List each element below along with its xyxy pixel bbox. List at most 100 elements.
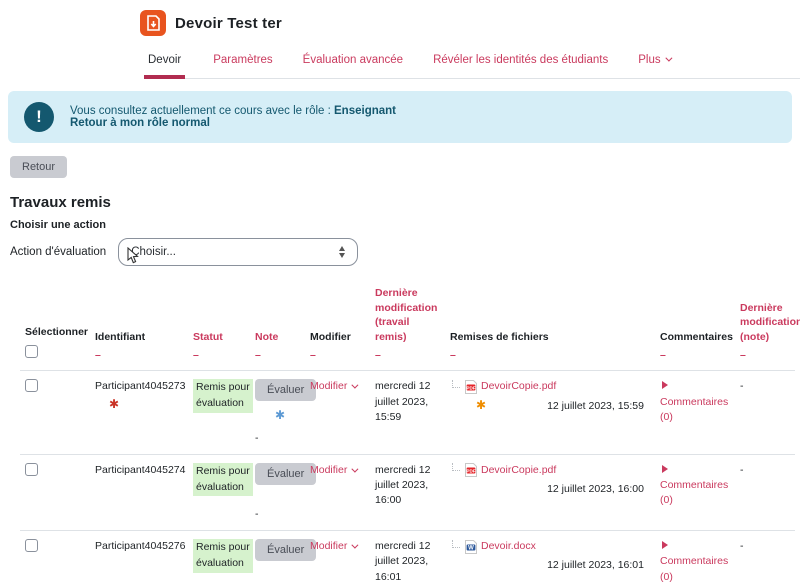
expand-comments-icon[interactable] (662, 541, 668, 550)
grade-cell: Évaluer - (250, 454, 317, 532)
header-statut: Statut – (188, 280, 250, 372)
choose-action-label: Choisir une action (10, 219, 106, 231)
table-row: Participant4045273 ✱ Remis pour évaluati… (20, 370, 795, 455)
pdf-file-icon: PDF (465, 380, 477, 395)
header-commentaires: Commentaires – (655, 280, 735, 372)
return-role-link[interactable]: Retour à mon rôle normal (70, 117, 210, 129)
submission-modified-cell: mercredi 12 juillet 2023, 16:01 (370, 530, 445, 582)
chevron-down-icon (351, 381, 359, 389)
section-title: Travaux remis (10, 194, 111, 211)
grade-cell: Évaluer - (250, 530, 317, 582)
collapse-column-icon[interactable]: – (193, 348, 199, 361)
comments-cell: Commentaires (0) (655, 530, 735, 582)
tab-devoir[interactable]: Devoir (144, 50, 186, 79)
collapse-column-icon[interactable]: – (255, 348, 261, 361)
comments-link[interactable]: Commentaires (0) (660, 479, 729, 507)
edit-menu-link[interactable]: Modifier (310, 380, 359, 392)
edit-menu-link[interactable]: Modifier (310, 464, 359, 476)
tab-evaluation-avancee[interactable]: Évaluation avancée (302, 54, 404, 66)
grade-modified-cell: - (735, 454, 795, 532)
participant-cell: Participant4045273 ✱ (90, 370, 188, 455)
table-header-row: Sélectionner Identifiant – Statut – Note… (20, 280, 800, 372)
grade-button[interactable]: Évaluer (255, 539, 317, 562)
header-note: Note – (250, 280, 305, 372)
status-badge: Remis pour évaluation (193, 462, 253, 497)
header-derniere-modification-note: Dernière modification (note) – (735, 280, 800, 372)
comments-link[interactable]: Commentaires (0) (660, 395, 729, 423)
edit-menu-link[interactable]: Modifier (310, 540, 359, 552)
comments-cell: Commentaires (0) (655, 454, 735, 532)
row-checkbox[interactable] (25, 379, 38, 393)
submission-modified-cell: mercredi 12 juillet 2023, 15:59 (370, 370, 445, 455)
row-checkbox[interactable] (25, 539, 38, 553)
grade-cell: Évaluer ✱ - (250, 370, 317, 455)
tab-parametres[interactable]: Paramètres (213, 54, 273, 66)
grade-button[interactable]: Évaluer (255, 462, 317, 485)
chevron-down-icon (351, 541, 359, 549)
chevron-down-icon (351, 465, 359, 473)
status-badge: Remis pour évaluation (193, 539, 253, 573)
header-select: Sélectionner (20, 280, 90, 372)
file-timestamp: 12 juillet 2023, 16:01 (547, 559, 644, 572)
submitted-file-link[interactable]: DevoirCopie.pdf (481, 463, 557, 476)
pdf-file-icon: PDF (465, 463, 477, 478)
svg-text:PDF: PDF (466, 469, 475, 474)
grade-value: - (255, 431, 259, 444)
collapse-column-icon[interactable]: – (450, 348, 456, 361)
file-submission-cell: PDF DevoirCopie.pdf ✱ 12 juillet 2023, 1… (445, 370, 655, 455)
grading-action-select[interactable]: Choisir... (118, 238, 359, 266)
row-checkbox[interactable] (25, 462, 38, 476)
file-timestamp: 12 juillet 2023, 16:00 (547, 483, 644, 496)
collapse-column-icon[interactable]: – (740, 348, 746, 361)
table-row: Participant4045274 Remis pour évaluation… (20, 454, 795, 532)
submissions-table: Sélectionner Identifiant – Statut – Note… (20, 280, 800, 582)
chevron-down-icon (664, 55, 673, 63)
header-identifiant: Identifiant – (90, 280, 188, 372)
file-submission-cell: W Devoir.docx 12 juillet 2023, 16:01 (445, 530, 655, 582)
expand-comments-icon[interactable] (662, 381, 668, 390)
tree-branch-icon (452, 380, 460, 389)
svg-text:PDF: PDF (466, 385, 475, 390)
role-name: Enseignant (334, 105, 396, 117)
exclamation-icon: ! (24, 102, 54, 132)
tab-plus[interactable]: Plus (636, 50, 673, 78)
page-title: Devoir Test ter (175, 14, 282, 32)
tab-bar: Devoir Paramètres Évaluation avancée Rév… (144, 50, 800, 79)
submission-modified-cell: mercredi 12 juillet 2023, 16:00 (370, 454, 445, 532)
collapse-column-icon[interactable]: – (660, 348, 666, 361)
comments-cell: Commentaires (0) (655, 370, 735, 455)
collapse-column-icon[interactable]: – (310, 348, 316, 361)
docx-file-icon: W (465, 539, 477, 554)
role-alert: ! Vous consultez actuellement ce cours a… (8, 91, 792, 143)
grade-modified-cell: - (735, 530, 795, 582)
assignment-icon (140, 10, 166, 36)
collapse-column-icon[interactable]: – (375, 348, 381, 361)
comments-link[interactable]: Commentaires (0) (660, 555, 729, 582)
expand-comments-icon[interactable] (662, 464, 668, 473)
participant-cell: Participant4045274 (90, 454, 188, 532)
submitted-file-link[interactable]: DevoirCopie.pdf (481, 380, 557, 393)
table-row: Participant4045276 Remis pour évaluation… (20, 530, 795, 582)
submitted-file-link[interactable]: Devoir.docx (481, 540, 536, 553)
select-arrows-icon (339, 246, 346, 258)
selected-option: Choisir... (131, 246, 176, 258)
grading-action-row: Action d'évaluation Choisir... (10, 238, 800, 266)
role-alert-text: Vous consultez actuellement ce cours ave… (70, 105, 396, 129)
header-remises-fichiers: Remises de fichiers – (445, 280, 655, 372)
blue-asterisk-icon: ✱ (275, 408, 286, 423)
svg-text:W: W (468, 545, 474, 551)
grade-modified-cell: - (735, 370, 795, 455)
collapse-column-icon[interactable]: – (95, 348, 101, 361)
header-derniere-modification-travail: Dernière modification (travail remis) – (370, 280, 445, 372)
tree-branch-icon (452, 539, 460, 548)
select-all-checkbox[interactable] (25, 344, 38, 358)
orange-asterisk-icon: ✱ (476, 397, 487, 412)
participant-cell: Participant4045276 (90, 530, 188, 582)
tab-reveler-identites[interactable]: Révéler les identités des étudiants (433, 54, 609, 66)
header-modifier: Modifier – (305, 280, 370, 372)
grade-button[interactable]: Évaluer (255, 379, 317, 402)
activity-header: Devoir Test ter (140, 10, 800, 36)
action-select-label: Action d'évaluation (10, 246, 107, 258)
red-asterisk-icon: ✱ (109, 396, 120, 411)
back-button[interactable]: Retour (10, 156, 68, 178)
